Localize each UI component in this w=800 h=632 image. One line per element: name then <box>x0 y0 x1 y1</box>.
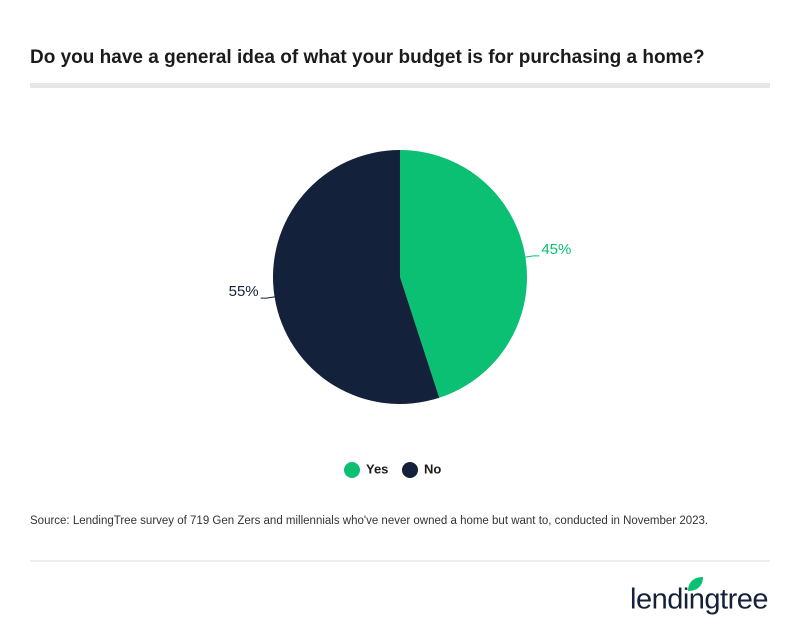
leader-line <box>525 255 540 258</box>
pie-slice <box>400 150 528 398</box>
legend-swatch <box>402 462 418 478</box>
source-note: Source: LendingTree survey of 719 Gen Ze… <box>30 515 708 527</box>
title-rule <box>30 83 770 88</box>
data-label: 55% <box>229 283 259 300</box>
legend-label: No <box>424 461 441 476</box>
brand-leaf <box>688 577 703 591</box>
pie-slice <box>273 150 440 404</box>
legend-swatch <box>344 462 360 478</box>
legend-label: Yes <box>366 461 388 476</box>
data-label: 45% <box>541 241 571 258</box>
leader-line <box>260 296 275 299</box>
chart-title: Do you have a general idea of what your … <box>30 47 705 68</box>
brand-logo: lendingtree <box>630 584 768 616</box>
